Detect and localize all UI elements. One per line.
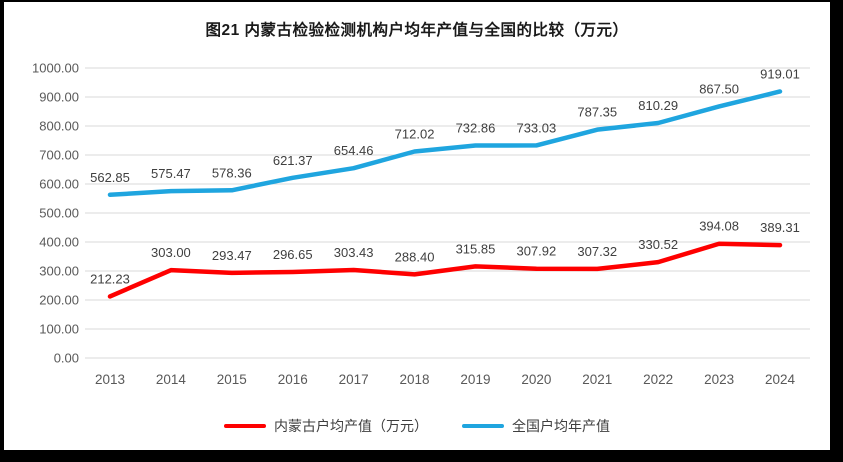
x-axis-tick-label: 2019	[460, 372, 490, 387]
x-axis-tick-label: 2021	[582, 372, 612, 387]
y-axis-tick-label: 1000.00	[32, 61, 79, 76]
data-label: 394.08	[699, 219, 739, 234]
y-axis-tick-label: 300.00	[39, 264, 79, 279]
y-axis-tick-label: 600.00	[39, 177, 79, 192]
line-chart: 0.00 100.00 200.00 300.00 400.00 500.00 600.00…	[32, 61, 810, 387]
legend-label-national: 全国户均年产值	[512, 418, 610, 434]
chart-title: 图21 内蒙古检验检测机构户均年产值与全国的比较（万元）	[205, 22, 629, 39]
x-axis-tick-label: 2017	[339, 372, 369, 387]
data-label: 578.36	[212, 165, 252, 180]
x-axis-tick-label: 2016	[278, 372, 308, 387]
chart-legend: 内蒙古户均产值（万元） 全国户均年产值	[4, 416, 830, 436]
legend-swatch-blue-line	[462, 424, 504, 428]
series-line-1	[107, 89, 783, 198]
x-axis-tick-label: 2013	[95, 372, 125, 387]
y-axis-tick-label: 400.00	[39, 235, 79, 250]
y-axis-tick-label: 200.00	[39, 293, 79, 308]
x-axis-tick-label: 2018	[400, 372, 430, 387]
x-axis-tick-label: 2024	[765, 372, 796, 387]
x-axis-tick-label: 2020	[521, 372, 551, 387]
x-axis-tick-label: 2023	[704, 372, 734, 387]
data-label: 296.65	[273, 247, 313, 262]
y-axis-tick-label: 100.00	[39, 322, 79, 337]
y-axis-tick-label: 0.00	[54, 351, 79, 366]
data-label: 307.32	[577, 244, 617, 259]
document-page: 0.00 100.00 200.00 300.00 400.00 500.00 600.00…	[4, 2, 830, 450]
data-label: 621.37	[273, 153, 313, 168]
data-label: 712.02	[395, 127, 435, 142]
x-axis-tick-label: 2015	[217, 372, 247, 387]
data-label: 733.03	[516, 120, 556, 135]
data-label: 212.23	[90, 271, 130, 286]
data-label: 293.47	[212, 248, 252, 263]
data-label: 919.01	[760, 66, 800, 81]
data-label: 562.85	[90, 170, 130, 185]
series-line-0	[107, 241, 783, 299]
data-label: 288.40	[395, 249, 435, 264]
y-axis-tick-label: 800.00	[39, 119, 79, 134]
x-axis-tick-label: 2014	[156, 372, 187, 387]
legend-label-inner-mongolia: 内蒙古户均产值（万元）	[274, 418, 428, 434]
data-label: 330.52	[638, 237, 678, 252]
data-label: 732.86	[456, 120, 496, 135]
data-label: 303.00	[151, 245, 191, 260]
data-label: 307.92	[516, 244, 556, 259]
data-label: 867.50	[699, 81, 739, 96]
data-label: 315.85	[456, 241, 496, 256]
legend-item-inner-mongolia: 内蒙古户均产值（万元）	[224, 416, 428, 436]
data-label: 303.43	[334, 245, 374, 260]
data-label: 575.47	[151, 166, 191, 181]
data-label: 810.29	[638, 98, 678, 113]
data-label: 389.31	[760, 220, 800, 235]
x-axis-tick-label: 2022	[643, 372, 673, 387]
legend-swatch-red-line	[224, 424, 266, 428]
data-label: 654.46	[334, 143, 374, 158]
y-axis-tick-label: 900.00	[39, 90, 79, 105]
legend-item-national: 全国户均年产值	[462, 416, 610, 436]
data-label: 787.35	[577, 105, 617, 120]
y-axis-tick-label: 500.00	[39, 206, 79, 221]
y-axis-tick-label: 700.00	[39, 148, 79, 163]
